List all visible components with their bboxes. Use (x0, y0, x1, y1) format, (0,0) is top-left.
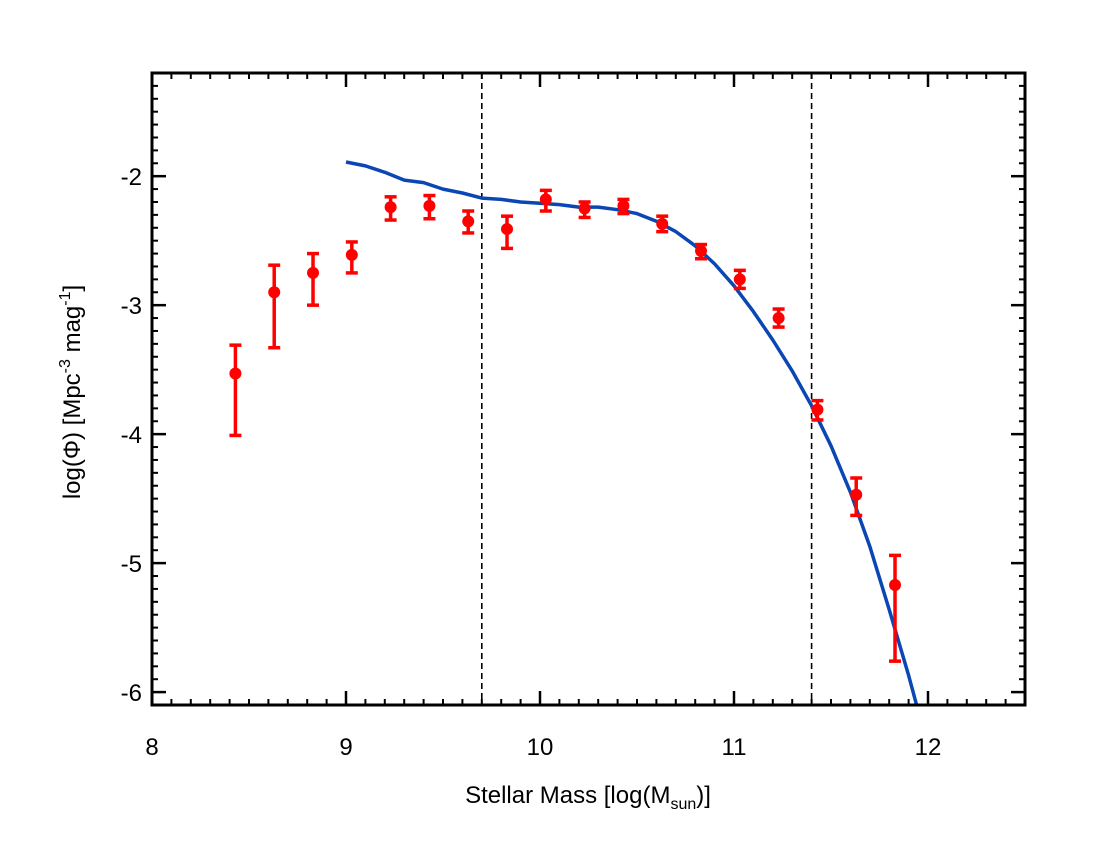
data-point (733, 273, 746, 286)
data-point (695, 244, 708, 257)
data-point (384, 201, 397, 214)
x-tick-label: 9 (339, 734, 352, 761)
y-tick-label: -2 (121, 164, 142, 191)
reference-lines (480, 73, 813, 705)
x-axis-title: Stellar Mass [log(Msun)] (465, 782, 711, 813)
data-point (501, 223, 514, 236)
data-point (423, 199, 436, 212)
data-point (462, 215, 475, 228)
data-point (578, 202, 591, 215)
data-point (811, 403, 824, 416)
x-tick-label: 8 (145, 734, 158, 761)
x-tick-label: 12 (915, 734, 942, 761)
y-tick-label: -6 (121, 680, 142, 707)
y-tick-label: -5 (121, 551, 142, 578)
data-point (772, 312, 785, 325)
x-tick-label: 10 (527, 734, 554, 761)
plot-frame (150, 71, 1027, 707)
y-tick-label: -3 (121, 293, 142, 320)
data-point (307, 266, 320, 279)
data-series (229, 160, 919, 705)
y-axis-title: log(Φ) [Mpc-3 mag-1] (57, 285, 86, 499)
y-tick-label: -4 (121, 422, 142, 449)
data-point (656, 217, 669, 230)
data-point (617, 199, 630, 212)
data-point (539, 193, 552, 206)
data-point (229, 367, 242, 380)
model-curve (345, 160, 919, 705)
x-tick-labels: 8 9 10 11 12 (145, 734, 941, 761)
x-tick-label: 11 (722, 734, 747, 761)
data-point (345, 248, 358, 261)
data-point (268, 286, 281, 299)
data-point (889, 579, 902, 592)
y-tick-labels: -2 -3 -4 -5 -6 (121, 164, 142, 707)
data-point (850, 488, 863, 501)
